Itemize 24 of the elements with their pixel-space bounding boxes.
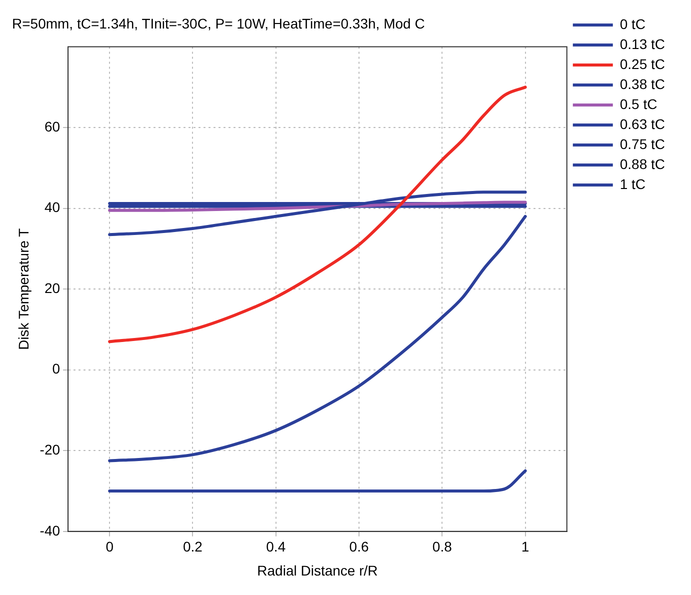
- legend-label: 1 tC: [620, 176, 646, 192]
- y-tick-label: 20: [44, 280, 60, 296]
- y-tick-label: 40: [44, 199, 60, 216]
- x-tick-label: 0.4: [266, 538, 286, 555]
- legend-label: 0.75 tC: [620, 136, 666, 152]
- chart-title: R=50mm, tC=1.34h, TInit=-30C, P= 10W, HeatTime=0.33h, Mod C: [12, 15, 425, 32]
- x-tick-label: 1: [521, 538, 530, 555]
- x-tick-label: 0: [106, 538, 114, 555]
- legend-label: 0.88 tC: [620, 156, 666, 172]
- x-tick-label: 0.6: [349, 538, 369, 555]
- y-tick-label: 0: [52, 360, 60, 377]
- legend-label: 0.25 tC: [620, 56, 666, 72]
- legend-label: 0.5 tC: [620, 96, 658, 112]
- x-axis-title: Radial Distance r/R: [257, 562, 378, 578]
- x-tick-label: 0.2: [183, 538, 203, 555]
- legend-label: 0.63 tC: [620, 116, 666, 132]
- y-tick-label: 60: [44, 118, 60, 134]
- legend-label: 0 tC: [620, 16, 646, 32]
- legend-label: 0.38 tC: [620, 76, 666, 92]
- x-tick-label: 0.8: [432, 538, 452, 555]
- y-tick-label: -40: [40, 522, 60, 538]
- y-axis-title: Disk Temperature T: [15, 228, 32, 350]
- y-tick-label: -20: [40, 441, 60, 458]
- legend-label: 0.13 tC: [620, 36, 666, 52]
